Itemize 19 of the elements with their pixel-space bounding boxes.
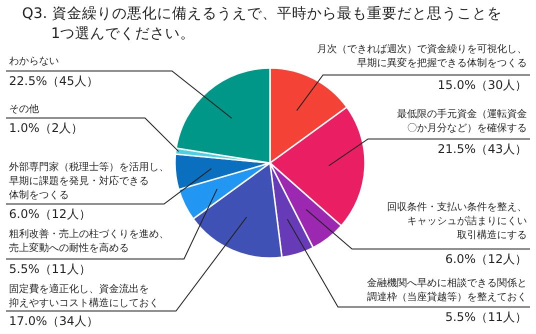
data-label: 6.0%（12人）: [445, 252, 527, 266]
data-label: 1.0%（2人）: [9, 121, 84, 135]
slice-label: 月次（できれば週次）で資金繰りを可視化し、早期に異変を把握できる体制をつくる: [317, 43, 527, 69]
slice-label: 金融機関へ早めに相談できる関係と調達枠（当座貸越等）を整えておく: [367, 277, 527, 303]
data-label: 22.5%（45人）: [9, 74, 98, 88]
slice-label: 固定費を適正化し、資金流出を抑えやすいコスト構造にしておく: [9, 283, 159, 309]
data-label: 5.5%（11人）: [9, 262, 91, 276]
slice-label: 回収条件・支払い条件を整え、キャッシュが詰まりにくい取引構造にする: [387, 201, 527, 241]
data-label: 15.0%（30人）: [438, 78, 527, 92]
slice-label: 外部専門家（税理士等）を活用し、早期に課題を発見・対応できる体制をつくる: [9, 161, 169, 201]
chart-title: Q3. 資金繰りの悪化に備えるうえで、平時から最も重要だと思うことを1つ選んでください。: [22, 5, 502, 42]
data-label: 17.0%（34人）: [9, 314, 98, 328]
data-label: 21.5%（43人）: [438, 142, 527, 156]
data-label: 6.0%（12人）: [9, 207, 91, 221]
slice-label: 粗利改善・売上の柱づくりを進め、売上変動への耐性を高める: [9, 228, 169, 254]
slice-label: わからない: [9, 56, 59, 67]
data-label: 5.5%（11人）: [445, 310, 527, 324]
slice-label: 最低限の手元資金（運転資金〇か月分など）を確保する: [397, 108, 527, 134]
slice-label: その他: [9, 103, 39, 115]
